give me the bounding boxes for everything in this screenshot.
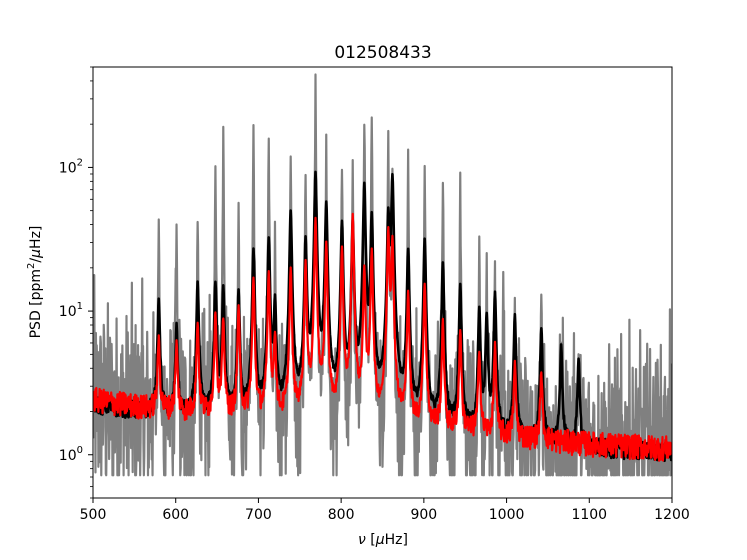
series-layer (93, 73, 672, 477)
x-tick-label: 600 (162, 507, 189, 523)
y-tick-label: 101 (59, 301, 83, 320)
x-tick-label: 1200 (654, 507, 690, 523)
y-label-sup: 2 (26, 263, 37, 269)
x-tick-label: 1100 (571, 507, 607, 523)
y-axis-label: PSD [ppm2/μHz] (26, 226, 44, 339)
x-axis: 500 600 700 800 900 1000 1100 1200 (80, 498, 690, 523)
series-model-spectrum (93, 212, 672, 462)
x-axis-label: ν [μHz] (358, 532, 408, 548)
x-tick-label: 700 (245, 507, 272, 523)
x-label-rest: Hz] (385, 532, 408, 548)
y-label-prefix: PSD [ppm (28, 269, 44, 338)
x-tick-label: 500 (80, 507, 107, 523)
x-label-greek: μ (375, 532, 385, 548)
plot-frame (92, 66, 673, 499)
x-label-symbol: ν (358, 532, 366, 548)
x-tick-label: 1000 (489, 507, 525, 523)
y-label-suffix: Hz] (28, 226, 44, 249)
x-label-open: [ (366, 532, 376, 548)
x-tick-label: 900 (410, 507, 437, 523)
y-axis: 100 101 102 (59, 66, 93, 499)
y-tick-label: 100 (59, 445, 83, 464)
x-tick-label: 800 (328, 507, 355, 523)
chart-title: 012508433 (334, 43, 431, 63)
y-label-greek: μ (28, 249, 44, 259)
y-tick-label: 102 (59, 157, 83, 176)
y-label-mid: / (28, 258, 44, 263)
